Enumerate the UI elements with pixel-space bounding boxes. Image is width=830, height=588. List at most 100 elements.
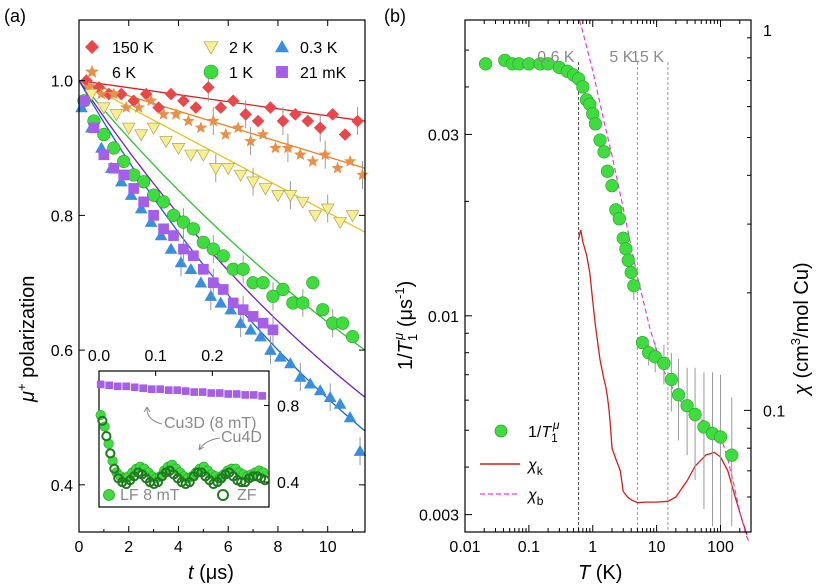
inset-point	[241, 391, 250, 399]
legend-relaxation: 1/T1μ	[528, 418, 560, 445]
inset-arrow-cu3d	[146, 406, 163, 425]
data-point	[296, 196, 310, 209]
legend-relaxation-symbol: T	[541, 424, 552, 441]
data-point	[306, 276, 320, 290]
data-point	[257, 317, 269, 329]
y-tick-label: 0.8	[51, 208, 73, 225]
x-tick-label: 0.01	[449, 539, 480, 556]
data-point	[281, 141, 295, 154]
inset-point	[232, 390, 241, 398]
data-point	[289, 108, 302, 121]
inset-legend-lf-marker	[103, 489, 115, 501]
inset-frame	[98, 370, 270, 508]
data-point	[333, 397, 347, 409]
data-point	[138, 196, 150, 208]
inset-annotation-cu4d: Cu4D	[221, 429, 262, 446]
data-point	[137, 175, 151, 189]
legend-relaxation-sub: 1	[551, 431, 558, 445]
data-point	[657, 356, 671, 370]
data-point	[284, 357, 297, 369]
inset-point	[101, 431, 112, 442]
data-point	[109, 109, 124, 122]
data-point	[207, 277, 219, 289]
data-point	[184, 262, 198, 274]
data-point	[178, 243, 189, 255]
data-point	[237, 304, 249, 316]
inset-point	[207, 389, 216, 397]
data-point	[316, 303, 330, 317]
inset-point	[236, 477, 247, 488]
panel-a-frame	[78, 19, 366, 533]
data-point	[208, 163, 223, 176]
legend-marker-2	[203, 41, 219, 55]
data-point	[207, 114, 220, 127]
left-tick-label: 0.03	[428, 127, 459, 144]
data-point	[320, 203, 335, 216]
data-point	[216, 249, 230, 263]
data-point	[271, 190, 285, 203]
data-point	[159, 136, 173, 149]
data-point	[303, 377, 317, 389]
data-point	[356, 168, 369, 181]
data-point	[168, 230, 179, 241]
data-point	[121, 122, 136, 135]
data-point	[597, 145, 611, 159]
data-point	[154, 229, 168, 241]
data-point	[296, 296, 310, 310]
data-point	[164, 87, 178, 101]
legend-chi-b-sub: b	[537, 494, 544, 508]
data-point	[236, 262, 250, 276]
legend-relaxation-lead: 1/	[528, 424, 542, 441]
legend-2K: 2 K	[229, 40, 253, 57]
panel-a-x-tick-labels: 0 2 4 6 8 10	[75, 539, 337, 556]
legend-chi-b-symbol: χ	[526, 487, 537, 504]
data-point	[132, 101, 145, 113]
data-point	[196, 235, 210, 249]
inset-point	[113, 382, 122, 391]
y-tick-label: 0.6	[51, 343, 73, 360]
data-point	[318, 148, 332, 161]
panel-b-right-axis-rest: /mol Cu)	[791, 262, 813, 338]
inset-x-tick-label: 0.2	[201, 348, 223, 365]
data-point	[95, 87, 108, 100]
legend-150K: 150 K	[112, 40, 154, 57]
data-point	[269, 141, 282, 154]
inset-point	[109, 463, 120, 474]
data-point	[182, 114, 195, 127]
x-tick-label: 10	[648, 539, 666, 556]
data-point	[478, 57, 493, 71]
inset-point	[259, 475, 271, 486]
data-point	[323, 390, 337, 402]
panel-a-y-tick-labels: 0.4 0.6 0.8 1.0	[51, 74, 73, 495]
data-point	[156, 195, 171, 209]
panel-b-vertical-lines	[578, 62, 669, 532]
series-line-1	[577, 229, 748, 536]
data-point	[219, 127, 232, 140]
data-point	[308, 210, 323, 223]
data-point	[157, 107, 170, 120]
legend-marker-4	[275, 40, 289, 53]
inset-legend-zf: ZF	[237, 487, 257, 504]
panel-b-x-tick-labels: 0.01 0.1 1 10 100	[449, 539, 734, 556]
legend-chi-k: χk	[526, 457, 544, 478]
inset-point	[130, 383, 139, 392]
panel-a-y-axis-rest: polarization	[17, 276, 39, 384]
data-point	[134, 129, 148, 142]
inset-ticks	[98, 371, 269, 483]
panel-b-x-axis-symbol: T	[578, 562, 592, 584]
vline-label: 15 K	[631, 49, 664, 66]
inset-arrowhead-cu3d	[143, 406, 151, 413]
data-point	[725, 448, 739, 462]
panel-b-frame	[464, 19, 752, 533]
data-point	[97, 102, 111, 115]
data-point	[189, 101, 203, 114]
panel-b-left-axis-unit: (μs	[395, 299, 417, 333]
inset-y-tick-label: 0.8	[277, 398, 299, 415]
legend-chi-b: χb	[526, 487, 544, 508]
panel-a: (a) 0 2 4 6 8 10 0.4 0.6 0.8 1.0 t (μs) μ+ polar…	[4, 6, 369, 584]
panel-b-plot-area	[478, 19, 750, 543]
data-point	[619, 242, 633, 256]
data-point	[194, 121, 208, 134]
inset-point	[224, 390, 233, 398]
data-point	[98, 149, 110, 161]
